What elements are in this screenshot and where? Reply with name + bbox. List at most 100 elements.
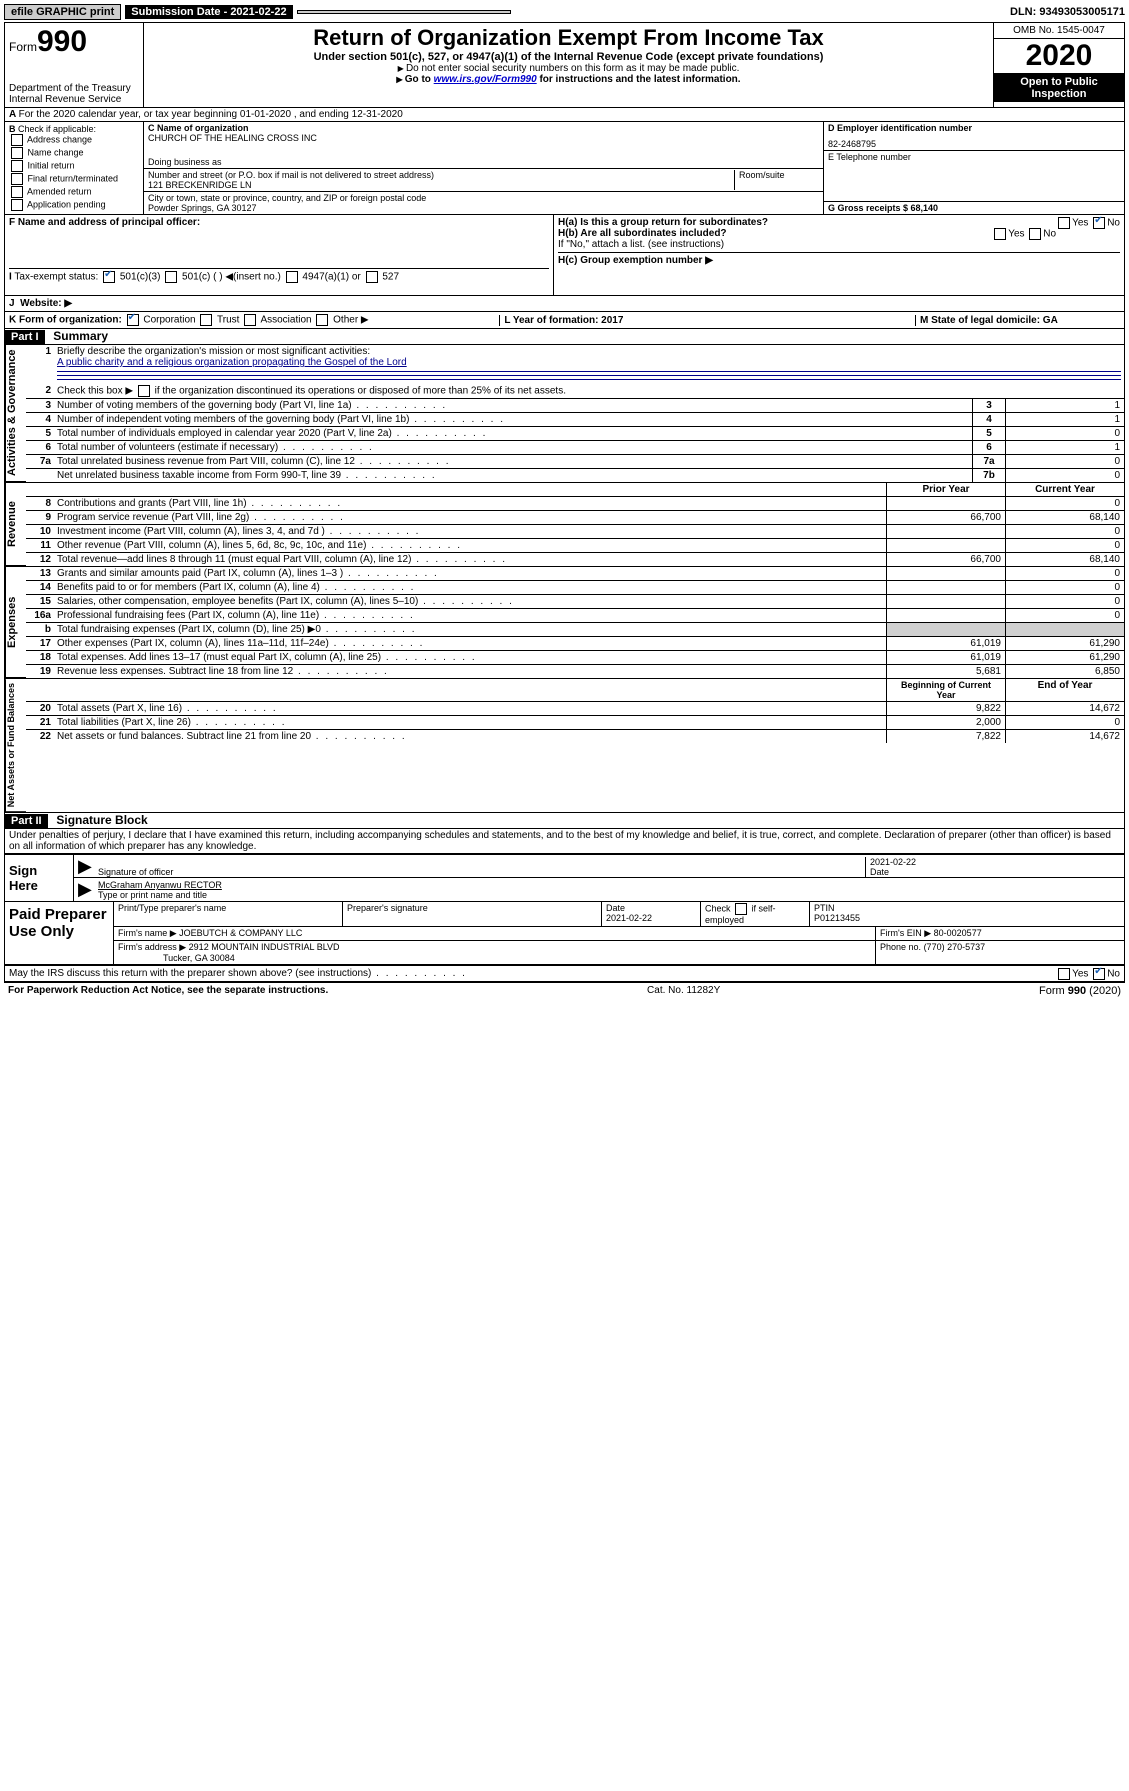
k-other: Other ▶: [333, 315, 368, 326]
blank-btn: [297, 10, 511, 14]
phone-val: (770) 270-5737: [924, 942, 986, 952]
sign-date: 2021-02-22: [870, 857, 916, 867]
c-city-val: Powder Springs, GA 30127: [148, 203, 257, 213]
efile-btn[interactable]: efile GRAPHIC print: [4, 4, 121, 20]
c-city-label: City or town, state or province, country…: [148, 193, 426, 203]
chk-final[interactable]: Final return/terminated: [9, 173, 139, 185]
line-15: 15Salaries, other compensation, employee…: [26, 594, 1124, 608]
d-label: D Employer identification number: [828, 123, 972, 133]
part-1-title: Summary: [47, 327, 114, 345]
chk-501c3[interactable]: [103, 271, 115, 283]
col-de: D Employer identification number 82-2468…: [823, 122, 1124, 214]
col-c: C Name of organization CHURCH OF THE HEA…: [144, 122, 823, 214]
paid-h5: PTIN: [814, 903, 835, 913]
chk-corp[interactable]: [127, 314, 139, 326]
sign-name-label: Type or print name and title: [98, 890, 207, 900]
dln: DLN: 93493053005171: [1010, 6, 1125, 18]
chk-501c[interactable]: [165, 271, 177, 283]
k-assoc: Association: [260, 315, 311, 326]
paid-h2: Preparer's signature: [343, 902, 602, 926]
line-7a: 7aTotal unrelated business revenue from …: [26, 454, 1124, 468]
b-label: Check if applicable:: [18, 124, 96, 134]
sign-date-label: Date: [870, 867, 889, 877]
note-1: Do not enter social security numbers on …: [150, 63, 987, 74]
k-corp: Corporation: [143, 315, 195, 326]
row-a-text: For the 2020 calendar year, or tax year …: [19, 109, 403, 120]
i-o1: 501(c)(3): [120, 272, 161, 283]
part-1-header: Part I Summary: [5, 329, 1124, 345]
paid-label: Paid Preparer Use Only: [5, 902, 114, 964]
hb-label: H(b) Are all subordinates included?: [558, 228, 727, 239]
chk-pending[interactable]: Application pending: [9, 199, 139, 211]
chk-trust[interactable]: [200, 314, 212, 326]
c-street: Number and street (or P.O. box if mail i…: [144, 169, 823, 192]
chk-initial[interactable]: Initial return: [9, 160, 139, 172]
discuss-yes[interactable]: [1058, 968, 1070, 980]
chk-address[interactable]: Address change: [9, 134, 139, 146]
g-cell: G Gross receipts $ 68,140: [824, 202, 1124, 214]
tax-year: 2020: [994, 39, 1124, 74]
chk-assoc[interactable]: [244, 314, 256, 326]
hb-no[interactable]: [1029, 228, 1041, 240]
j-label: Website: ▶: [20, 298, 72, 309]
k-l-text: L Year of formation: 2017: [504, 315, 623, 326]
chk-name-label: Name change: [28, 147, 84, 157]
ha-no[interactable]: [1093, 217, 1105, 229]
c-name-label: C Name of organization: [148, 123, 249, 133]
i-o3: 4947(a)(1) or: [302, 272, 360, 283]
footer-left: For Paperwork Reduction Act Notice, see …: [8, 985, 328, 997]
sig-of-officer: Signature of officer: [98, 867, 865, 877]
hb-no-label: No: [1043, 229, 1056, 240]
form-num: 990: [37, 25, 87, 58]
sign-label: Sign Here: [5, 855, 74, 901]
addr-val: 2912 MOUNTAIN INDUSTRIAL BLVD: [189, 942, 340, 952]
paid-date: 2021-02-22: [606, 913, 652, 923]
line-12: 12Total revenue—add lines 8 through 11 (…: [26, 552, 1124, 566]
ha-no-label: No: [1107, 218, 1120, 229]
discuss-no[interactable]: [1093, 968, 1105, 980]
top-bar: efile GRAPHIC print Submission Date - 20…: [4, 4, 1125, 20]
perjury: Under penalties of perjury, I declare th…: [5, 829, 1124, 853]
paid-h4: Check if self-employed: [701, 902, 810, 926]
hb-note: If "No," attach a list. (see instruction…: [558, 239, 1120, 250]
tab-ag: Activities & Governance: [5, 345, 26, 482]
c-city: City or town, state or province, country…: [144, 192, 823, 214]
col-b: B Check if applicable: Address change Na…: [5, 122, 144, 214]
l1-val: A public charity and a religious organiz…: [57, 357, 407, 368]
c-street-val: 121 BRECKENRIDGE LN: [148, 180, 252, 190]
k-l: L Year of formation: 2017: [499, 315, 784, 326]
row-j: J Website: ▶: [5, 296, 1124, 312]
submission-date: Submission Date - 2021-02-22: [125, 5, 292, 19]
form-header: Form990 Department of the Treasury Inter…: [5, 23, 1124, 108]
chk-pending-label: Application pending: [27, 199, 106, 209]
col-prior: Prior Year: [886, 483, 1005, 496]
irs-link[interactable]: www.irs.gov/Form990: [434, 74, 537, 85]
line-6: 6Total number of volunteers (estimate if…: [26, 440, 1124, 454]
c-name-val: CHURCH OF THE HEALING CROSS INC: [148, 133, 317, 143]
chk-name[interactable]: Name change: [9, 147, 139, 159]
line-18: 18Total expenses. Add lines 13–17 (must …: [26, 650, 1124, 664]
i-label: Tax-exempt status:: [14, 272, 98, 283]
k-trust: Trust: [217, 315, 239, 326]
line-b: bTotal fundraising expenses (Part IX, co…: [26, 622, 1124, 636]
addr2-val: Tucker, GA 30084: [163, 953, 235, 963]
part-2-badge: Part II: [5, 814, 48, 828]
chk-4947[interactable]: [286, 271, 298, 283]
footer-mid: Cat. No. 11282Y: [647, 985, 720, 997]
footer-right: Form 990 (2020): [1039, 985, 1121, 997]
c-name: C Name of organization CHURCH OF THE HEA…: [144, 122, 823, 169]
g-label: G Gross receipts $ 68,140: [828, 203, 938, 213]
note-2: Go to www.irs.gov/Form990 for instructio…: [150, 74, 987, 85]
col-beg: Beginning of Current Year: [886, 679, 1005, 701]
chk-self-emp[interactable]: [735, 903, 747, 915]
line-3: 3Number of voting members of the governi…: [26, 398, 1124, 412]
chk-amended[interactable]: Amended return: [9, 186, 139, 198]
chk-527[interactable]: [366, 271, 378, 283]
ha-yes[interactable]: [1058, 217, 1070, 229]
l2-chk[interactable]: [138, 385, 150, 397]
discuss-yes-label: Yes: [1072, 969, 1088, 980]
chk-other[interactable]: [316, 314, 328, 326]
f-label: F Name and address of principal officer:: [9, 217, 200, 228]
e-cell: E Telephone number: [824, 151, 1124, 202]
hb-yes[interactable]: [994, 228, 1006, 240]
